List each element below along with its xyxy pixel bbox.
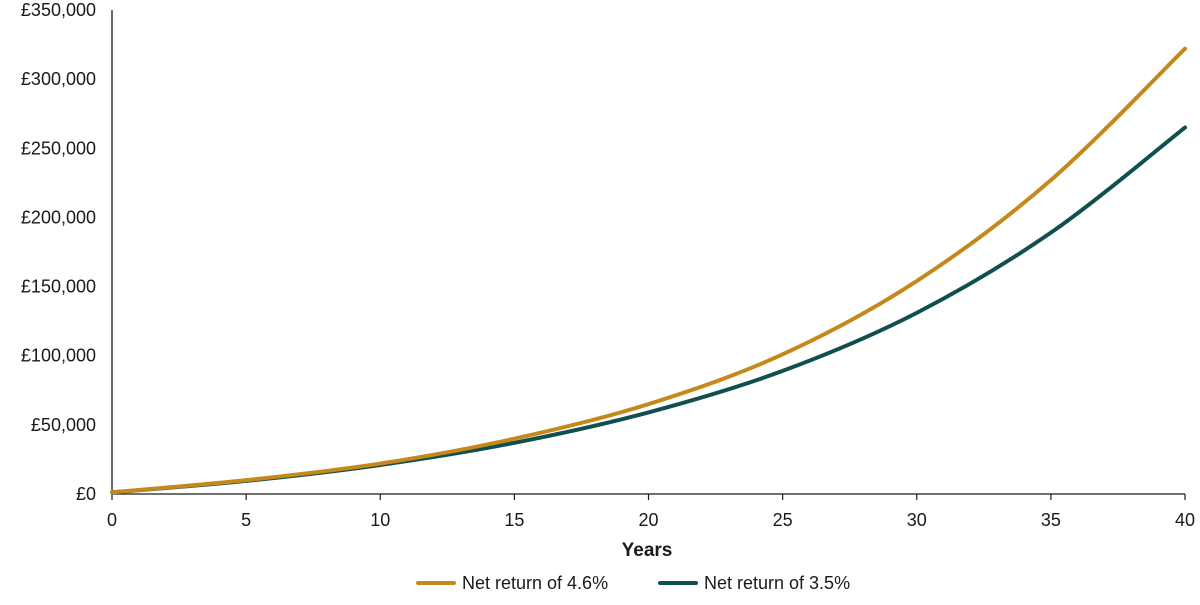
x-tick-label: 15 <box>504 510 524 530</box>
series-line-1 <box>110 125 1187 495</box>
y-tick-label: £200,000 <box>21 207 96 227</box>
x-tick-label: 25 <box>773 510 793 530</box>
y-tick-label: £50,000 <box>31 415 96 435</box>
x-tick-label: 35 <box>1041 510 1061 530</box>
y-tick-label: £300,000 <box>21 69 96 89</box>
x-tick-label: 30 <box>907 510 927 530</box>
x-axis-title: Years <box>622 540 673 561</box>
legend: Net return of 4.6% Net return of 3.5% <box>416 573 850 593</box>
x-tick-label: 5 <box>241 510 251 530</box>
y-tick-label: £250,000 <box>21 138 96 158</box>
x-tick-label: 0 <box>107 510 117 530</box>
tick-labels: 0 5 10 15 20 25 30 35 40 £0 £50,000 £100,000 £150,00… <box>21 0 1195 530</box>
x-tick-label: 10 <box>370 510 390 530</box>
x-tick-label: 20 <box>638 510 658 530</box>
y-tick-label: £100,000 <box>21 346 96 366</box>
y-tick-label: £0 <box>76 484 96 504</box>
legend-label-0: Net return of 4.6% <box>462 573 608 593</box>
axes <box>111 10 1186 500</box>
legend-label-1: Net return of 3.5% <box>704 573 850 593</box>
series-lines <box>110 46 1187 495</box>
y-tick-label: £350,000 <box>21 0 96 20</box>
x-tick-label: 40 <box>1175 510 1195 530</box>
y-tick-label: £150,000 <box>21 277 96 297</box>
series-line-0 <box>110 46 1187 495</box>
